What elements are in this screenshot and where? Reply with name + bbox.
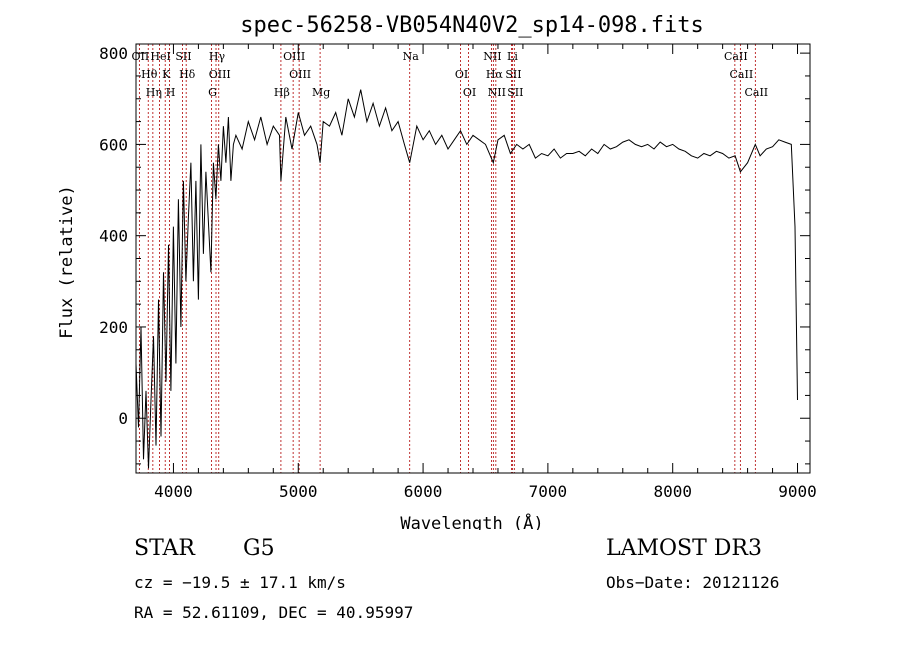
line-label-hδ: Hδ — [179, 68, 196, 81]
line-label-oi: OI — [463, 86, 476, 99]
object-subclass: G5 — [243, 536, 275, 561]
line-label-hη: Hη — [146, 86, 162, 99]
line-label-oiii: OIII — [283, 50, 305, 63]
chart-title: spec-56258-VB054N40V2_sp14-098.fits — [240, 13, 704, 38]
line-label-g: G — [208, 86, 217, 99]
line-label-caii: CaII — [744, 86, 768, 99]
spectrum-chart: spec-56258-VB054N40V2_sp14-098.fits OIIH… — [57, 13, 817, 530]
line-label-hβ: Hβ — [274, 86, 290, 99]
y-axis: 0 200 400 600 800 — [99, 44, 810, 465]
observation-date: Obs−Date: 20121126 — [606, 573, 780, 592]
line-label-oii: OII — [132, 50, 150, 63]
line-label-na: Na — [403, 50, 420, 63]
y-axis-label: Flux (relative) — [57, 185, 77, 339]
line-label-nii: NII — [483, 50, 501, 63]
emission-line-markers — [138, 44, 756, 473]
line-label-h: H — [166, 86, 176, 99]
line-label-oiii: OIII — [289, 68, 311, 81]
line-label-oiii: OIII — [209, 68, 231, 81]
redshift-cz: cz = −19.5 ± 17.1 km/s — [134, 573, 346, 592]
x-axis: 4000 5000 6000 7000 8000 9000 — [154, 44, 817, 501]
x-tick-label: 4000 — [154, 482, 193, 501]
x-tick-label: 8000 — [653, 482, 692, 501]
x-tick-label: 7000 — [529, 482, 568, 501]
line-label-li: Li — [507, 50, 518, 63]
line-label-caii: CaII — [730, 68, 754, 81]
line-label-mg: Mg — [312, 86, 330, 99]
survey-name: LAMOST DR3 — [606, 536, 762, 561]
line-label-nii: NII — [488, 86, 506, 99]
y-tick-label: 400 — [99, 227, 128, 246]
plot-frame — [135, 43, 811, 474]
object-class: STAR — [134, 536, 195, 561]
x-axis-label: Wavelength (Å) — [400, 512, 543, 530]
line-label-sii: SII — [505, 68, 521, 81]
line-label-caii: CaII — [724, 50, 748, 63]
line-label-sii: SII — [507, 86, 523, 99]
y-tick-label: 0 — [118, 409, 128, 428]
x-tick-label: 5000 — [279, 482, 318, 501]
line-label-oi: OI — [455, 68, 468, 81]
line-label-hγ: Hγ — [209, 50, 226, 63]
line-label-hei: HeI — [150, 50, 170, 63]
y-tick-label: 600 — [99, 135, 128, 154]
line-label-k: K — [162, 68, 171, 81]
spectrum-line — [135, 89, 798, 469]
line-label-sii: SII — [175, 50, 191, 63]
x-tick-label: 6000 — [404, 482, 443, 501]
ra-dec-coordinates: RA = 52.61109, DEC = 40.95997 — [134, 603, 414, 622]
line-label-hθ: Hθ — [141, 68, 158, 81]
y-tick-label: 200 — [99, 318, 128, 337]
emission-line-labels: OIIHθHηHeIKHSIIHδGHγOIIIHβOIIIOIIIMgNaOI… — [132, 50, 769, 99]
x-tick-label: 9000 — [778, 482, 817, 501]
line-label-hα: Hα — [486, 68, 504, 81]
y-tick-label: 800 — [99, 44, 128, 63]
